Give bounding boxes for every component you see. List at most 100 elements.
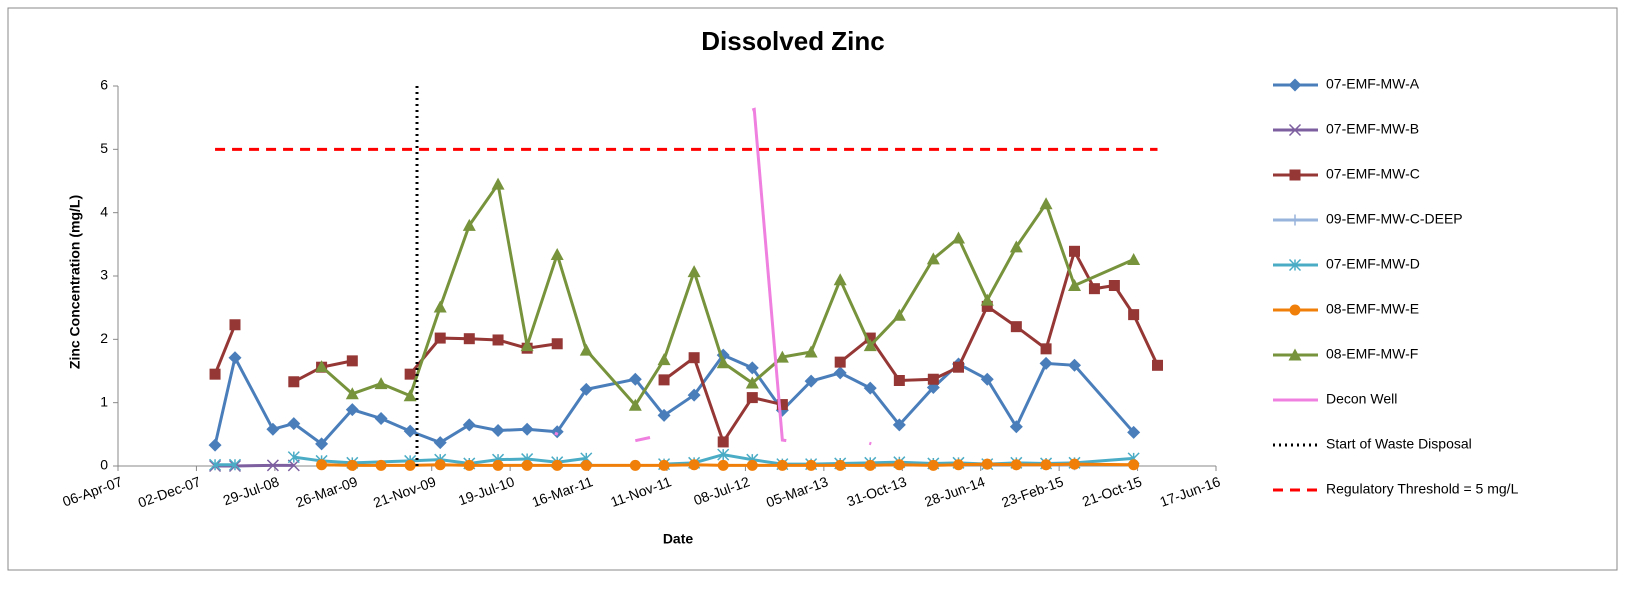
series-line bbox=[213, 324, 237, 375]
marker bbox=[1288, 348, 1302, 361]
marker bbox=[717, 436, 729, 448]
marker bbox=[1152, 359, 1164, 371]
marker bbox=[433, 436, 447, 450]
series-line bbox=[868, 441, 872, 446]
marker bbox=[374, 377, 388, 390]
marker bbox=[434, 332, 446, 344]
marker bbox=[745, 376, 759, 389]
marker bbox=[716, 356, 730, 369]
marker bbox=[892, 308, 906, 321]
legend-label: 07-EMF-MW-B bbox=[1326, 121, 1419, 137]
marker bbox=[492, 334, 504, 346]
y-tick-label: 6 bbox=[100, 77, 108, 93]
marker bbox=[1128, 309, 1140, 321]
marker bbox=[404, 368, 416, 380]
y-tick-label: 2 bbox=[100, 330, 108, 346]
y-axis-label: Zinc Concentration (mg/L) bbox=[67, 195, 83, 369]
marker bbox=[315, 360, 329, 373]
marker bbox=[346, 459, 358, 471]
marker bbox=[551, 459, 563, 471]
marker bbox=[717, 448, 730, 461]
marker bbox=[893, 375, 905, 386]
legend-label: 07-EMF-MW-C bbox=[1326, 166, 1420, 182]
marker bbox=[952, 361, 964, 373]
y-tick-label: 4 bbox=[100, 203, 108, 219]
marker bbox=[717, 459, 729, 471]
marker bbox=[834, 459, 846, 471]
marker bbox=[315, 437, 329, 451]
marker bbox=[434, 459, 446, 471]
marker bbox=[228, 458, 242, 471]
marker bbox=[1288, 123, 1302, 137]
marker bbox=[927, 373, 939, 385]
marker bbox=[462, 218, 476, 231]
marker bbox=[521, 459, 533, 471]
marker bbox=[804, 345, 818, 358]
marker bbox=[657, 353, 671, 366]
marker bbox=[893, 459, 905, 471]
legend-label: Regulatory Threshold = 5 mg/L bbox=[1326, 481, 1519, 497]
marker bbox=[492, 459, 504, 471]
marker bbox=[229, 319, 241, 331]
legend-label: 08-EMF-MW-E bbox=[1326, 301, 1419, 317]
marker bbox=[266, 459, 279, 472]
marker bbox=[863, 339, 877, 352]
series-line bbox=[293, 455, 587, 465]
marker bbox=[1128, 459, 1140, 471]
legend-label: 08-EMF-MW-F bbox=[1326, 346, 1418, 362]
marker bbox=[288, 376, 300, 388]
series-line bbox=[663, 453, 1134, 466]
marker bbox=[520, 422, 534, 436]
chart-title: Dissolved Zinc bbox=[701, 26, 885, 56]
marker bbox=[981, 458, 993, 470]
marker bbox=[864, 332, 876, 344]
marker bbox=[550, 425, 564, 439]
marker bbox=[287, 417, 301, 431]
marker bbox=[1068, 279, 1082, 291]
marker bbox=[1009, 420, 1023, 434]
marker bbox=[1040, 459, 1052, 471]
marker bbox=[1010, 459, 1022, 471]
marker bbox=[1069, 245, 1081, 257]
marker bbox=[346, 355, 358, 367]
marker bbox=[746, 459, 758, 471]
series-line bbox=[634, 436, 651, 443]
marker bbox=[345, 403, 359, 417]
marker bbox=[209, 368, 221, 380]
marker bbox=[629, 459, 641, 471]
marker bbox=[1040, 343, 1052, 355]
marker bbox=[804, 374, 818, 388]
marker bbox=[1039, 356, 1053, 370]
marker bbox=[776, 399, 788, 411]
marker bbox=[688, 459, 700, 471]
marker bbox=[863, 381, 877, 395]
marker bbox=[1088, 283, 1100, 295]
marker bbox=[833, 273, 847, 286]
legend-label: Decon Well bbox=[1326, 391, 1397, 407]
legend-label: 09-EMF-MW-C-DEEP bbox=[1326, 211, 1463, 227]
marker bbox=[658, 374, 670, 386]
marker bbox=[657, 408, 671, 422]
marker bbox=[775, 350, 789, 363]
marker bbox=[1068, 358, 1082, 372]
marker bbox=[688, 352, 700, 364]
marker bbox=[927, 459, 939, 471]
marker bbox=[579, 382, 593, 396]
marker bbox=[403, 424, 417, 438]
y-tick-label: 1 bbox=[100, 393, 108, 409]
y-tick-label: 0 bbox=[100, 457, 108, 473]
marker bbox=[266, 422, 280, 436]
marker bbox=[1288, 78, 1302, 92]
marker bbox=[463, 333, 475, 345]
marker bbox=[1108, 280, 1120, 291]
marker bbox=[628, 398, 642, 411]
marker bbox=[209, 458, 222, 471]
marker bbox=[892, 418, 906, 432]
marker bbox=[403, 389, 417, 402]
marker bbox=[375, 459, 387, 471]
marker bbox=[463, 459, 475, 471]
marker bbox=[1127, 425, 1141, 439]
marker bbox=[1069, 458, 1081, 470]
